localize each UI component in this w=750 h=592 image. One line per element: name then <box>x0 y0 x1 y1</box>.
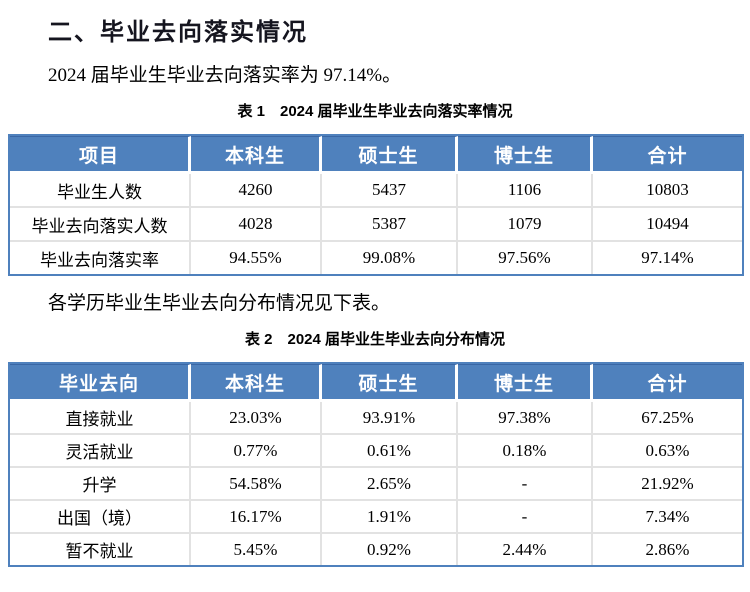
cell-value: 1.91% <box>322 501 458 534</box>
table-row: 升学 54.58% 2.65% - 21.92% <box>10 468 742 501</box>
cell-value: - <box>458 501 593 534</box>
table-row: 直接就业 23.03% 93.91% 97.38% 67.25% <box>10 402 742 435</box>
table-row: 出国（境） 16.17% 1.91% - 7.34% <box>10 501 742 534</box>
table1-header-undergraduate: 本科生 <box>191 136 322 174</box>
table-row: 毕业生人数 4260 5437 1106 10803 <box>10 174 742 208</box>
section-title: 二、毕业去向落实情况 <box>48 19 308 46</box>
cell-value: 4260 <box>191 174 322 208</box>
document-page: 二、毕业去向落实情况 2024 届毕业生毕业去向落实率为 97.14%。 表 1… <box>0 12 750 592</box>
cell-value: 10803 <box>593 174 742 208</box>
table1-header-item: 项目 <box>10 136 191 174</box>
table-row: 毕业去向落实人数 4028 5387 1079 10494 <box>10 208 742 242</box>
row-label: 暂不就业 <box>10 534 191 565</box>
table-row: 毕业去向落实率 94.55% 99.08% 97.56% 97.14% <box>10 242 742 274</box>
table2-header-master: 硕士生 <box>322 364 458 402</box>
cell-value: 94.55% <box>191 242 322 274</box>
cell-value: 10494 <box>593 208 742 242</box>
table1-header-row: 项目 本科生 硕士生 博士生 合计 <box>10 136 742 174</box>
cell-value: 93.91% <box>322 402 458 435</box>
cell-value: 0.18% <box>458 435 593 468</box>
intro-paragraph: 2024 届毕业生毕业去向落实率为 97.14%。 <box>48 65 402 86</box>
table-row: 灵活就业 0.77% 0.61% 0.18% 0.63% <box>10 435 742 468</box>
cell-value: 16.17% <box>191 501 322 534</box>
row-label: 直接就业 <box>10 402 191 435</box>
middle-paragraph: 各学历毕业生毕业去向分布情况见下表。 <box>48 293 391 314</box>
row-label: 灵活就业 <box>10 435 191 468</box>
cell-value: 67.25% <box>593 402 742 435</box>
cell-value: 54.58% <box>191 468 322 501</box>
cell-value: 2.65% <box>322 468 458 501</box>
cell-value: 2.44% <box>458 534 593 565</box>
cell-value: 5437 <box>322 174 458 208</box>
table2-header-destination: 毕业去向 <box>10 364 191 402</box>
table2-header-undergraduate: 本科生 <box>191 364 322 402</box>
cell-value: 23.03% <box>191 402 322 435</box>
row-label: 毕业生人数 <box>10 174 191 208</box>
table1-caption: 表 1 2024 届毕业生毕业去向落实率情况 <box>237 103 513 120</box>
table2-header-doctor: 博士生 <box>458 364 593 402</box>
cell-value: 0.77% <box>191 435 322 468</box>
table1-header-total: 合计 <box>593 136 742 174</box>
table1-header-master: 硕士生 <box>322 136 458 174</box>
row-label: 升学 <box>10 468 191 501</box>
cell-value: 5.45% <box>191 534 322 565</box>
cell-value: 1106 <box>458 174 593 208</box>
cell-value: 97.56% <box>458 242 593 274</box>
cell-value: 0.92% <box>322 534 458 565</box>
row-label: 毕业去向落实人数 <box>10 208 191 242</box>
table1-employment-rate: 项目 本科生 硕士生 博士生 合计 毕业生人数 4260 5437 1106 1… <box>8 134 744 276</box>
row-label: 毕业去向落实率 <box>10 242 191 274</box>
cell-value: 97.14% <box>593 242 742 274</box>
cell-value: 0.63% <box>593 435 742 468</box>
cell-value: 5387 <box>322 208 458 242</box>
cell-value: 2.86% <box>593 534 742 565</box>
table1-header-doctor: 博士生 <box>458 136 593 174</box>
cell-value: 21.92% <box>593 468 742 501</box>
cell-value: 97.38% <box>458 402 593 435</box>
row-label: 出国（境） <box>10 501 191 534</box>
table2-caption: 表 2 2024 届毕业生毕业去向分布情况 <box>244 331 506 348</box>
cell-value: 99.08% <box>322 242 458 274</box>
table2-header-row: 毕业去向 本科生 硕士生 博士生 合计 <box>10 364 742 402</box>
table2-destination-distribution: 毕业去向 本科生 硕士生 博士生 合计 直接就业 23.03% 93.91% 9… <box>8 362 744 567</box>
cell-value: 4028 <box>191 208 322 242</box>
table-row: 暂不就业 5.45% 0.92% 2.44% 2.86% <box>10 534 742 565</box>
cell-value: 1079 <box>458 208 593 242</box>
cell-value: 0.61% <box>322 435 458 468</box>
cell-value: - <box>458 468 593 501</box>
cell-value: 7.34% <box>593 501 742 534</box>
table2-header-total: 合计 <box>593 364 742 402</box>
